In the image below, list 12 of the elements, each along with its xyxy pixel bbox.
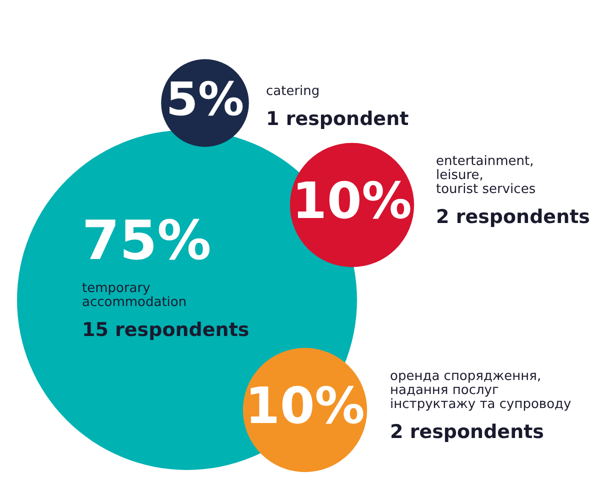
- data-label: 10%: [245, 376, 365, 435]
- category-label: оренда спорядження, надання послуг інструктажу та супроводу: [390, 369, 572, 412]
- category-label: temporary accommodation: [82, 281, 187, 310]
- category-label: catering: [266, 84, 320, 99]
- data-label: 75%: [82, 209, 212, 272]
- category-label: entertainment, leisure, tourist services: [436, 154, 536, 197]
- data-label: 10%: [292, 172, 412, 230]
- text: 2 respondents: [390, 421, 544, 443]
- text: 1 respondent: [266, 108, 409, 130]
- text: 2 respondents: [436, 206, 590, 228]
- data-label: 5%: [166, 72, 244, 126]
- text: 15 respondents: [82, 319, 250, 341]
